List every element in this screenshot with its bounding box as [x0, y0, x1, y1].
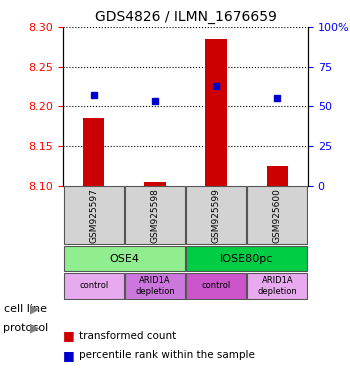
- FancyBboxPatch shape: [247, 186, 307, 244]
- Text: GSM925597: GSM925597: [89, 188, 98, 243]
- Bar: [205, 39, 227, 185]
- FancyBboxPatch shape: [64, 186, 124, 244]
- Text: OSE4: OSE4: [109, 253, 139, 264]
- Text: transformed count: transformed count: [79, 331, 176, 341]
- Text: GSM925598: GSM925598: [150, 188, 159, 243]
- Text: GSM925600: GSM925600: [273, 188, 282, 243]
- Text: ▶: ▶: [30, 303, 40, 316]
- Text: protocol: protocol: [4, 323, 49, 333]
- FancyBboxPatch shape: [186, 186, 246, 244]
- FancyBboxPatch shape: [64, 273, 124, 299]
- Text: percentile rank within the sample: percentile rank within the sample: [79, 350, 255, 360]
- Text: ■: ■: [63, 329, 75, 343]
- FancyBboxPatch shape: [125, 273, 185, 299]
- Text: cell line: cell line: [4, 304, 47, 314]
- FancyBboxPatch shape: [186, 247, 307, 271]
- Title: GDS4826 / ILMN_1676659: GDS4826 / ILMN_1676659: [94, 10, 276, 25]
- Text: ARID1A
depletion: ARID1A depletion: [135, 276, 175, 296]
- Text: control: control: [79, 281, 108, 290]
- Text: ▶: ▶: [30, 322, 40, 335]
- FancyBboxPatch shape: [247, 273, 307, 299]
- FancyBboxPatch shape: [186, 273, 246, 299]
- FancyBboxPatch shape: [64, 247, 185, 271]
- Text: ARID1A
depletion: ARID1A depletion: [258, 276, 297, 296]
- Text: ■: ■: [63, 349, 75, 362]
- Text: GSM925599: GSM925599: [212, 188, 220, 243]
- Bar: [144, 182, 166, 185]
- Bar: [83, 118, 104, 185]
- Bar: [267, 166, 288, 185]
- FancyBboxPatch shape: [125, 186, 185, 244]
- Text: control: control: [202, 281, 231, 290]
- Text: IOSE80pc: IOSE80pc: [220, 253, 273, 264]
